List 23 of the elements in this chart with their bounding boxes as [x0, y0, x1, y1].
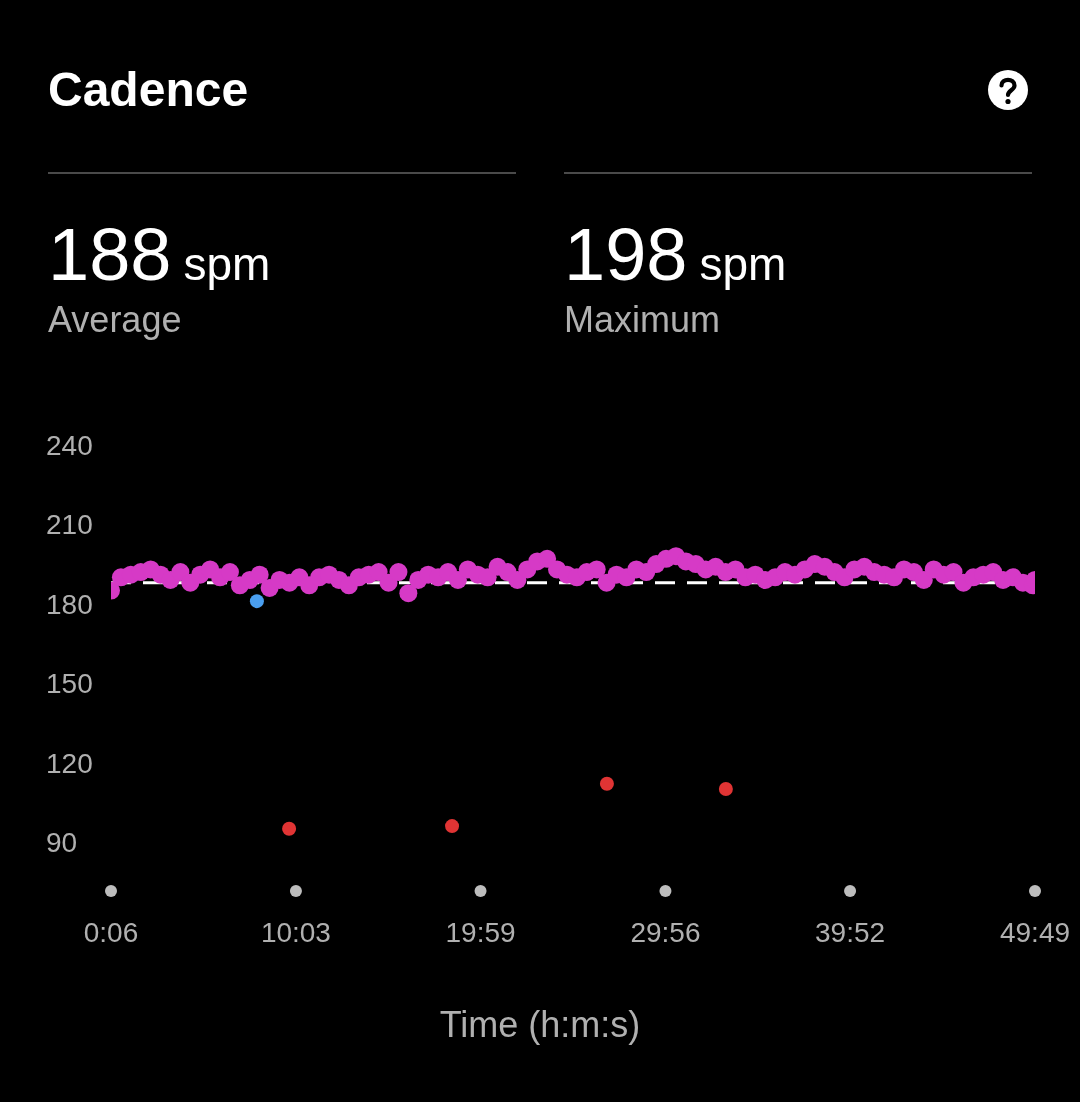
y-tick-label: 240 [46, 430, 93, 461]
x-tick-label: 49:49 [999, 917, 1071, 948]
text: Average [48, 299, 183, 341]
y-tick-label: 210 [46, 509, 93, 541]
y-tick-label: 150 [46, 668, 93, 700]
x-tick-label: 19:59 [445, 917, 516, 948]
point [599, 776, 614, 791]
point [445, 819, 460, 834]
x-tick-label: 29:56 [630, 917, 701, 948]
y-tick-label: 120 [46, 747, 93, 779]
x-tick-label: 39:52 [815, 917, 886, 948]
text: Maximum [564, 299, 721, 341]
x-tick-label: 10:03 [260, 917, 331, 948]
x-axis-title: Time (h:m:s) [438, 1004, 642, 1046]
text: 188 spm [48, 213, 271, 296]
chart-title: Cadence [48, 62, 249, 117]
x-tick-label: 0:06 [83, 917, 139, 948]
point [282, 821, 297, 836]
point [249, 594, 264, 609]
text: 198 spm [564, 213, 787, 296]
y-tick-label: 90 [46, 827, 78, 858]
point [718, 782, 733, 797]
y-tick-label: 180 [46, 588, 93, 620]
